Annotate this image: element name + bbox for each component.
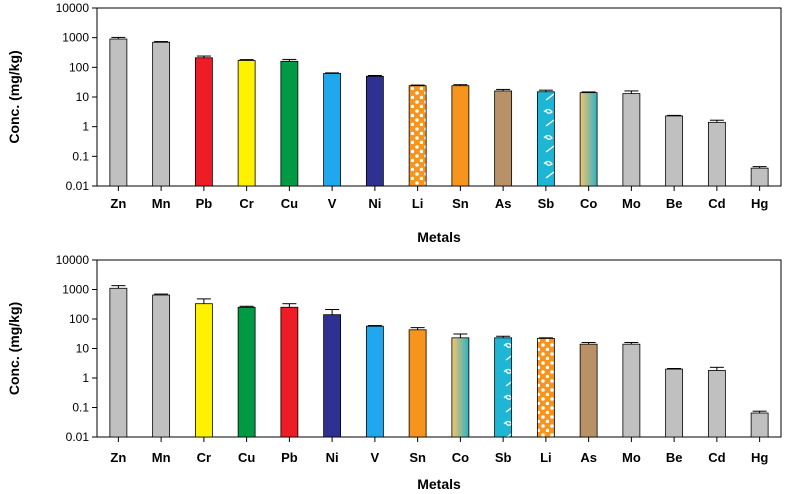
y-tick-label: 0.01 — [66, 430, 90, 444]
bar-as — [494, 90, 513, 187]
x-tick-label-hg: Hg — [751, 450, 768, 465]
y-tick-label: 100 — [69, 60, 89, 74]
y-tick-label: 1 — [82, 371, 89, 385]
x-tick-label-ni: Ni — [368, 196, 381, 211]
bar-cr — [237, 60, 256, 187]
x-tick-label-pb: Pb — [281, 450, 298, 465]
bar-hg — [750, 167, 769, 187]
x-tick-label-li: Li — [540, 450, 552, 465]
x-tick-label-v: V — [328, 196, 337, 211]
x-tick-label-cu: Cu — [281, 196, 298, 211]
bar-sb — [536, 91, 555, 187]
x-tick-label-cr: Cr — [239, 196, 253, 211]
x-tick-label-mo: Mo — [622, 450, 641, 465]
x-tick-label-co: Co — [452, 450, 469, 465]
bar-v — [365, 325, 384, 438]
x-tick-label-be: Be — [666, 450, 683, 465]
bar-cr — [194, 303, 213, 438]
bar-cd — [707, 370, 726, 438]
x-axis-label: Metals — [417, 229, 461, 245]
bar-cd — [707, 121, 726, 187]
y-axis-label: Conc. (mg/kg) — [6, 302, 22, 395]
bar-cu — [280, 60, 299, 187]
y-tick-label: 10 — [76, 90, 90, 104]
bar-mn — [152, 41, 171, 187]
x-tick-label-ni: Ni — [326, 450, 339, 465]
x-tick-label-sb: Sb — [538, 196, 555, 211]
bar-mn — [152, 294, 171, 438]
x-tick-label-zn: Zn — [110, 450, 126, 465]
x-tick-label-sn: Sn — [409, 450, 426, 465]
x-tick-label-cd: Cd — [708, 196, 725, 211]
x-tick-label-pb: Pb — [196, 196, 213, 211]
bar-be — [665, 115, 684, 187]
x-tick-label-mo: Mo — [622, 196, 641, 211]
y-tick-label: 1000 — [62, 283, 89, 297]
x-tick-label-mn: Mn — [152, 196, 171, 211]
chart-panel-top: 0.01 0.1 1 10 100 1000 10000 Conc. (mg/kg) Metal… — [6, 1, 782, 245]
bar-sb — [494, 337, 513, 438]
x-tick-label-sb: Sb — [495, 450, 512, 465]
x-tick-label-as: As — [580, 450, 597, 465]
y-axis-label: Conc. (mg/kg) — [6, 50, 22, 143]
bar-ni — [323, 314, 342, 438]
bar-as — [579, 343, 598, 438]
x-tick-label-be: Be — [666, 196, 683, 211]
x-tick-label-cr: Cr — [197, 450, 211, 465]
y-tick-label: 0.01 — [66, 179, 90, 193]
x-tick-label-cd: Cd — [708, 450, 725, 465]
x-tick-label-v: V — [371, 450, 380, 465]
bar-pb — [280, 306, 299, 438]
x-tick-label-zn: Zn — [110, 196, 126, 211]
bar-cu — [237, 306, 256, 438]
bar-be — [665, 368, 684, 438]
bar-li — [536, 337, 555, 438]
y-tick-label: 0.1 — [72, 401, 89, 415]
bar-mo — [622, 93, 641, 187]
x-tick-label-co: Co — [580, 196, 597, 211]
y-tick-label: 10000 — [56, 253, 90, 267]
bar-sn — [451, 85, 470, 187]
chart-panel-bottom: 0.01 0.1 1 10 100 1000 10000 Conc. (mg/kg) Metal… — [6, 253, 782, 492]
bar-zn — [109, 38, 128, 187]
x-tick-label-li: Li — [412, 196, 424, 211]
y-tick-label: 10000 — [56, 1, 90, 15]
bar-mo — [622, 343, 641, 438]
bar-zn — [109, 287, 128, 438]
y-tick-label: 100 — [69, 312, 89, 326]
bar-co — [451, 337, 470, 438]
bar-li — [408, 85, 427, 187]
y-tick-label: 1 — [82, 120, 89, 134]
x-tick-label-mn: Mn — [152, 450, 171, 465]
x-tick-label-cu: Cu — [238, 450, 255, 465]
y-tick-label: 10 — [76, 342, 90, 356]
bar-pb — [194, 57, 213, 187]
y-tick-label: 0.1 — [72, 149, 89, 163]
bar-co — [579, 92, 598, 187]
y-tick-label: 1000 — [62, 31, 89, 45]
bar-hg — [750, 412, 769, 438]
bar-sn — [408, 329, 427, 438]
x-tick-label-as: As — [495, 196, 512, 211]
x-axis-label: Metals — [417, 476, 461, 492]
x-tick-label-hg: Hg — [751, 196, 768, 211]
x-tick-label-sn: Sn — [452, 196, 469, 211]
bar-v — [323, 73, 342, 187]
bar-ni — [365, 75, 384, 187]
